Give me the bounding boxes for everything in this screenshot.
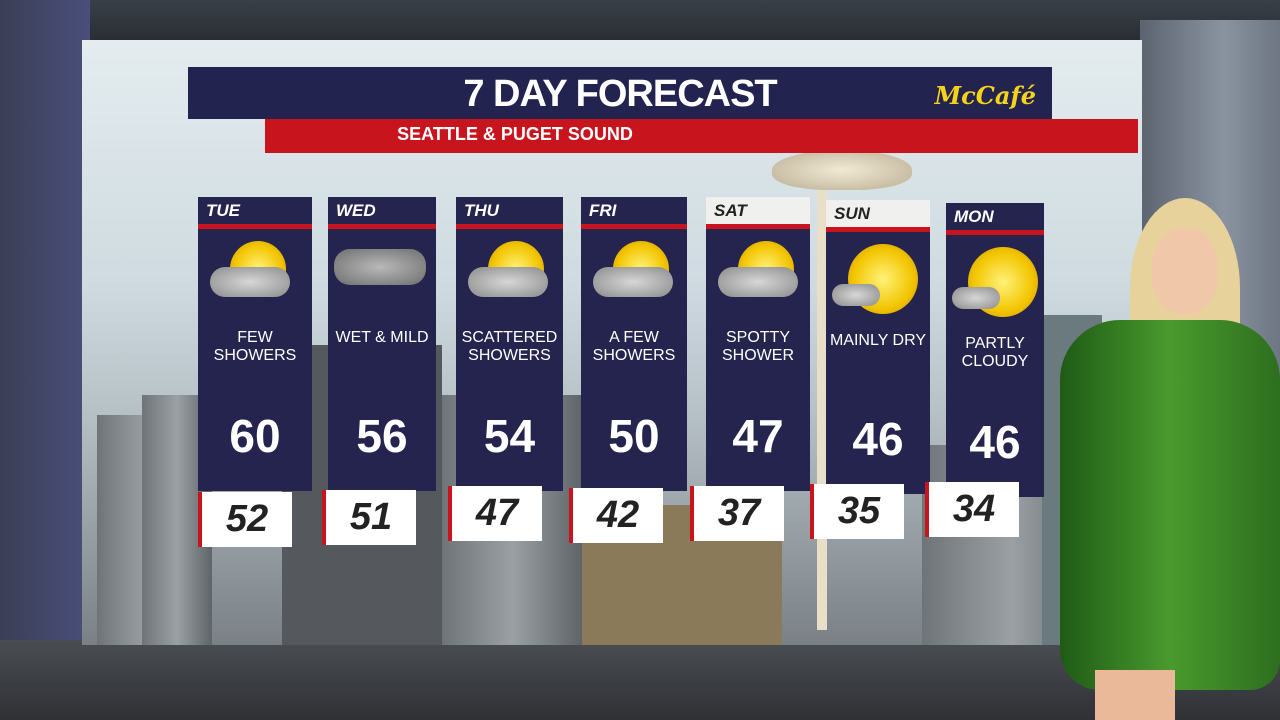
cloud-icon (334, 249, 426, 285)
day-label: TUE (198, 197, 312, 229)
day-label: SAT (706, 197, 810, 229)
condition-text: PARTLY CLOUDY (961, 335, 1029, 370)
forecast-card: FRI A FEW SHOWERS 50 (581, 197, 687, 491)
day-label: MON (946, 203, 1044, 235)
mostly-sunny-icon (826, 232, 930, 322)
space-needle (772, 150, 912, 190)
rain-cloud-icon (328, 229, 436, 319)
forecast-card: SUN MAINLY DRY 46 (826, 200, 930, 494)
cloud-icon (952, 287, 1000, 309)
low-temp: 34 (925, 482, 1019, 537)
cloud-icon (593, 267, 673, 297)
region-subtitle: SEATTLE & PUGET SOUND (397, 124, 633, 144)
sun-cloud-showers-icon (706, 229, 810, 319)
partly-cloudy-icon (946, 235, 1044, 325)
forecast-card: TUE FEW SHOWERS 60 (198, 197, 312, 491)
condition-text: MAINLY DRY (829, 332, 927, 349)
meteorologist (1060, 190, 1280, 720)
high-temp: 46 (852, 413, 904, 465)
day-label: THU (456, 197, 563, 229)
day-label: SUN (826, 200, 930, 232)
condition-text: SCATTERED SHOWERS (461, 329, 558, 364)
high-temp: 60 (229, 410, 281, 462)
studio-wall (0, 0, 90, 700)
page-title: 7 DAY FORECAST (463, 73, 777, 115)
low-temp: 35 (810, 484, 904, 539)
condition-text: A FEW SHOWERS (592, 329, 676, 364)
low-temp: 52 (198, 492, 292, 547)
low-temp: 42 (569, 488, 663, 543)
cloud-icon (468, 267, 548, 297)
day-label: FRI (581, 197, 687, 229)
forecast-card: WED WET & MILD 56 (328, 197, 436, 491)
space-needle-tower (817, 190, 827, 630)
cloud-icon (718, 267, 798, 297)
high-temp: 50 (608, 410, 660, 462)
day-label: WED (328, 197, 436, 229)
forecast-card: MON PARTLY CLOUDY 46 (946, 203, 1044, 497)
sun-cloud-showers-icon (456, 229, 563, 319)
condition-text: WET & MILD (335, 329, 429, 346)
cloud-icon (832, 284, 880, 306)
low-temp: 37 (690, 486, 784, 541)
high-temp: 47 (732, 410, 784, 462)
face (1152, 228, 1218, 314)
forecast-card: SAT SPOTTY SHOWER 47 (706, 197, 810, 491)
title-bar: 7 DAY FORECAST McCafé (188, 67, 1052, 119)
low-temp: 47 (448, 486, 542, 541)
high-temp: 46 (969, 416, 1021, 468)
sun-cloud-showers-icon (581, 229, 687, 319)
cloud-icon (210, 267, 290, 297)
studio-ceiling (0, 0, 1280, 40)
low-temp: 51 (322, 490, 416, 545)
legs (1095, 670, 1175, 720)
green-dress (1060, 320, 1280, 690)
condition-text: SPOTTY SHOWER (722, 329, 794, 364)
high-temp: 54 (483, 410, 536, 462)
forecast-card: THU SCATTERED SHOWERS 54 (456, 197, 563, 491)
sun-cloud-showers-icon (198, 229, 312, 319)
condition-text: FEW SHOWERS (213, 329, 297, 364)
high-temp: 56 (356, 410, 408, 462)
sponsor-logo: McCafé (934, 81, 1036, 110)
subtitle-bar: SEATTLE & PUGET SOUND (265, 119, 1138, 153)
